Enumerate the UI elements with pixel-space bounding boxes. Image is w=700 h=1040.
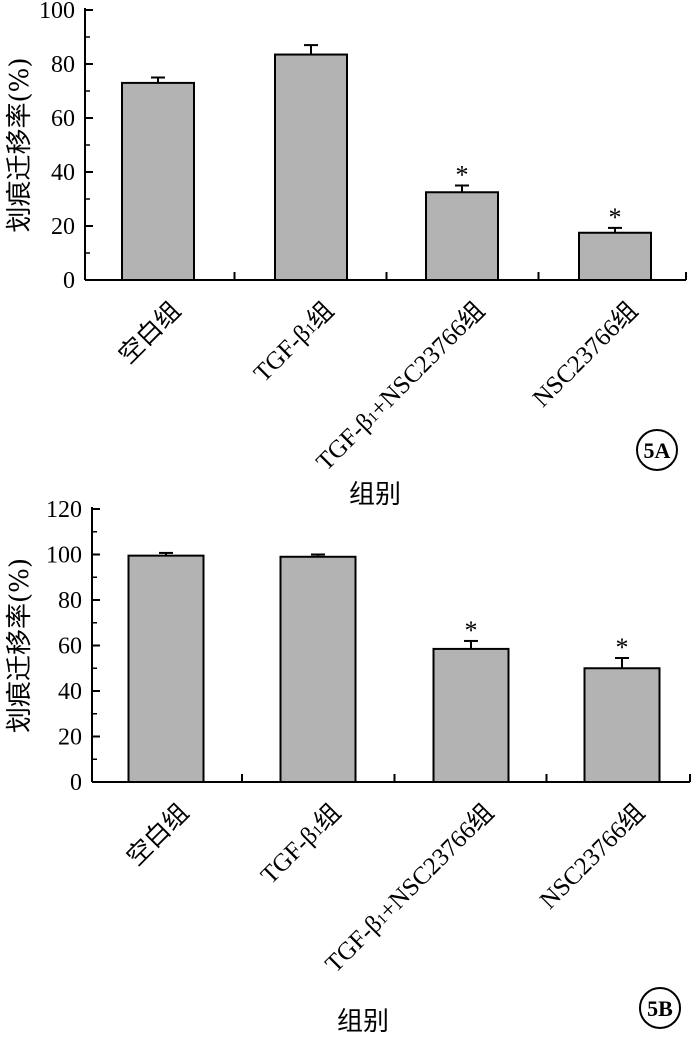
y-tick-label: 100	[46, 543, 82, 569]
significance-marker: *	[609, 203, 622, 232]
bar	[121, 81, 195, 282]
x-axis-label: 组别	[337, 1007, 389, 1036]
y-tick-label: 40	[58, 679, 82, 705]
y-tick-label: 100	[39, 0, 75, 24]
bar	[425, 191, 499, 281]
x-tick-label: NSC23766组	[527, 296, 643, 412]
y-tick-label: 20	[58, 725, 82, 751]
bar	[432, 647, 510, 783]
y-tick-label: 60	[51, 106, 75, 132]
y-tick-label: 80	[51, 52, 75, 78]
panel-label: 5A	[644, 438, 671, 463]
panel-badge	[636, 429, 678, 471]
y-tick-label: 0	[70, 770, 82, 796]
y-axis-label: 划痕迁移率(%)	[5, 558, 35, 733]
chart-panel-5A: 0 20 40 60 80 100 空白组 TGF-β1组 * TGF-β1+NSC23766组 *…	[5, 0, 687, 510]
y-tick-label: 80	[58, 588, 82, 614]
significance-marker: *	[616, 633, 629, 662]
chart-panel-5B: 0 20 40 60 80 100 120 空白组 TGF-β1组 * TGF-β1+NSC2376…	[5, 497, 691, 1037]
x-tick-label: TGF-β1组	[248, 296, 339, 387]
significance-marker: *	[465, 616, 478, 645]
y-tick-label: 0	[63, 268, 75, 294]
bar	[279, 555, 357, 784]
bar	[583, 667, 661, 783]
x-tick-label: TGF-β1组	[255, 798, 346, 889]
x-axis-label: 组别	[349, 480, 401, 510]
y-tick-label: 120	[46, 497, 82, 523]
y-axis-label: 划痕迁移率(%)	[5, 58, 35, 233]
significance-marker: *	[456, 161, 469, 190]
x-tick-label: 空白组	[121, 798, 194, 871]
bar	[127, 554, 205, 784]
x-tick-label: TGF-β1+NSC23766组	[311, 296, 491, 476]
bar	[274, 53, 348, 281]
panel-badge	[639, 987, 681, 1029]
y-tick-label: 60	[58, 634, 82, 660]
panel-label: 5B	[647, 996, 673, 1021]
x-tick-label: TGF-β1+NSC23766组	[320, 798, 500, 978]
bar	[578, 231, 652, 281]
x-tick-label: NSC23766组	[534, 798, 650, 914]
x-tick-label: 空白组	[113, 296, 186, 369]
y-tick-label: 20	[51, 214, 75, 240]
y-tick-label: 40	[51, 160, 75, 186]
